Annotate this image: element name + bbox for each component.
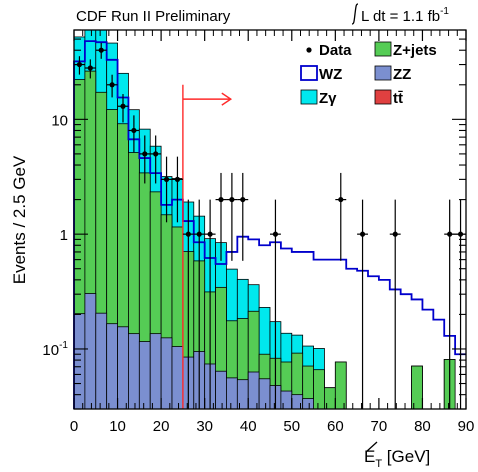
stack-3-bin xyxy=(291,394,304,410)
integral-sign-icon xyxy=(351,3,359,25)
legend-entry: tt̄ xyxy=(374,89,403,107)
stack-3-bin xyxy=(160,337,173,410)
stack-3-bin xyxy=(84,293,97,410)
legend-entry: Data xyxy=(306,42,352,59)
data-point xyxy=(95,42,107,59)
x-tick-label: 50 xyxy=(283,418,300,435)
data-point xyxy=(357,199,368,409)
stack-3-bin xyxy=(226,377,238,410)
data-point xyxy=(226,172,238,261)
data-point xyxy=(182,199,194,409)
data-point xyxy=(335,172,347,261)
stack-2-bin xyxy=(411,365,423,410)
x-tick-label: 40 xyxy=(240,418,257,435)
luminosity-label: L dt = 1.1 fb-1 xyxy=(351,3,449,25)
y-tick-label: 1 xyxy=(60,227,68,244)
stack-3-bin xyxy=(247,371,260,410)
x-tick-label: 60 xyxy=(327,418,344,435)
data-point xyxy=(270,199,281,409)
y-axis-ticks: 10-1 1 10 xyxy=(42,29,466,410)
stack-3-bin xyxy=(106,323,118,410)
legend-label: tt̄ xyxy=(393,90,403,107)
legend-entry: Zγ xyxy=(300,89,337,107)
stack-3-bin xyxy=(171,346,184,410)
x-axis-slash-icon xyxy=(365,441,378,453)
x-axis-symbol: E xyxy=(364,447,375,466)
legend-entry: ZZ xyxy=(374,65,411,83)
legend-swatch xyxy=(300,89,318,105)
y-tick-label: 10-1 xyxy=(42,340,68,359)
plot-frame xyxy=(73,29,467,410)
legend-swatch xyxy=(374,65,392,81)
x-tick-label: 30 xyxy=(196,418,213,435)
data-point xyxy=(106,74,118,98)
x-tick-label: 80 xyxy=(414,418,431,435)
cut-arrow-head xyxy=(221,92,233,106)
stack-3-bin xyxy=(258,378,271,410)
legend-entry: WZ xyxy=(300,65,342,83)
legend-swatch xyxy=(300,65,318,81)
data-point xyxy=(128,115,140,153)
stack-3-bin xyxy=(138,341,151,410)
legend-label: ZZ xyxy=(393,66,411,83)
data-point xyxy=(215,172,227,261)
legend-label: WZ xyxy=(319,66,342,83)
stack-3-bin xyxy=(302,398,314,410)
data-point xyxy=(161,156,172,223)
data-point xyxy=(237,172,249,261)
x-tick-label: 90 xyxy=(458,418,475,435)
legend-label: Data xyxy=(319,42,352,59)
data-point xyxy=(84,59,96,79)
x-axis-title: ET [GeV] xyxy=(364,441,430,470)
data-point xyxy=(455,199,466,409)
data-point xyxy=(389,199,401,409)
met-cut-indicator xyxy=(182,84,233,409)
y-axis-title: Events / 2.5 GeV xyxy=(10,155,29,284)
stack-2-bin xyxy=(324,387,336,410)
x-axis-ticks: 0 10 20 30 40 50 60 70 80 90 xyxy=(70,30,475,435)
stacked-histograms xyxy=(73,29,456,410)
x-tick-label: 70 xyxy=(371,418,388,435)
x-axis-subscript: T xyxy=(375,458,382,470)
y-tick-label: 10 xyxy=(51,112,68,129)
legend-marker xyxy=(306,47,312,53)
legend-entry: Z+jets xyxy=(374,41,437,59)
x-tick-label: 10 xyxy=(109,418,126,435)
x-tick-label: 0 xyxy=(70,418,78,435)
legend-swatch xyxy=(374,41,392,57)
svg-text:ET [GeV]: ET [GeV] xyxy=(364,447,430,470)
x-axis-unit: [GeV] xyxy=(382,447,430,466)
data-point xyxy=(172,156,183,223)
stack-3-bin xyxy=(149,333,162,410)
stack-3-bin xyxy=(280,390,293,410)
x-tick-label: 20 xyxy=(153,418,170,435)
stack-2-bin xyxy=(334,361,347,410)
legend-swatch xyxy=(374,89,392,105)
stack-3-bin xyxy=(236,379,249,410)
data-point xyxy=(193,199,205,409)
stack-3-bin xyxy=(95,312,108,410)
stack-3-bin xyxy=(215,370,227,410)
legend-label: Z+jets xyxy=(393,42,437,59)
stack-3-bin xyxy=(128,333,140,410)
legend: Data Z+jets WZ ZZ Zγ tt̄ xyxy=(300,41,437,107)
stack-3-bin xyxy=(117,326,129,410)
stack-2-bin xyxy=(313,369,325,410)
data-point xyxy=(139,135,151,184)
chart-title: CDF Run II Preliminary xyxy=(76,8,231,25)
data-point xyxy=(117,94,129,123)
luminosity-text: L dt = 1.1 fb-1 xyxy=(361,6,449,25)
data-point xyxy=(204,199,216,409)
data-point xyxy=(150,135,162,184)
legend-label: Zγ xyxy=(319,90,337,107)
data-points xyxy=(74,42,466,409)
